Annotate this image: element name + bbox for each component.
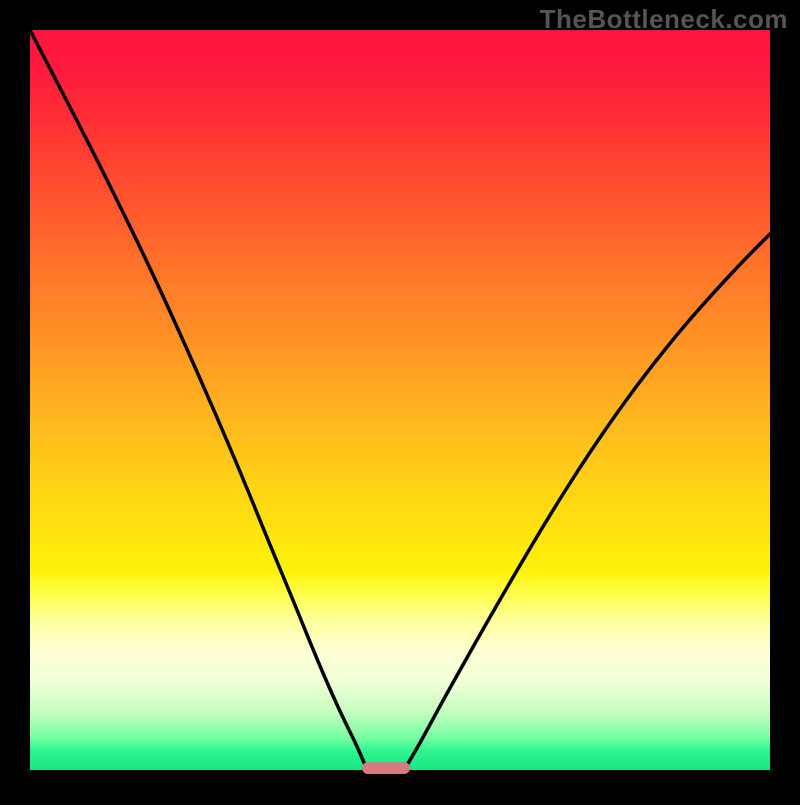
watermark-text: TheBottleneck.com (540, 4, 788, 35)
optimal-marker (362, 762, 410, 774)
bottleneck-chart (0, 0, 800, 800)
plot-area (30, 30, 770, 770)
chart-frame: TheBottleneck.com (0, 0, 800, 800)
